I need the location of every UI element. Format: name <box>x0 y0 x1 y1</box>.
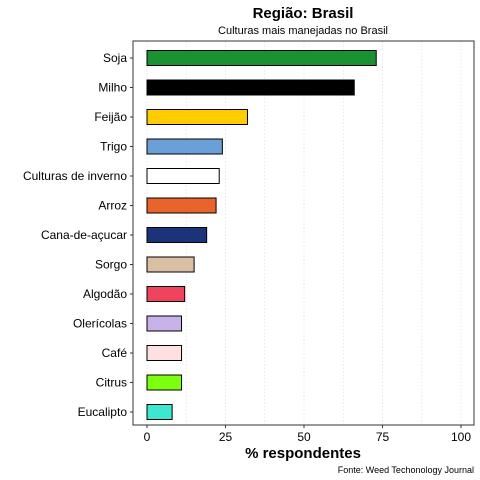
bar-5 <box>146 197 217 214</box>
x-tick-label: 75 <box>376 430 390 444</box>
x-tick-label: 50 <box>297 430 311 444</box>
category-label: Feijão <box>94 110 127 124</box>
category-label: Eucalipto <box>78 405 128 419</box>
x-axis-title: % respondentes <box>245 445 361 462</box>
bar-0 <box>146 50 377 66</box>
bars <box>146 50 377 420</box>
bar-3 <box>146 138 223 155</box>
x-tick-label: 25 <box>219 430 233 444</box>
bar-12 <box>146 404 173 420</box>
category-label: Citrus <box>96 376 127 390</box>
category-label: Olerícolas <box>73 317 127 331</box>
category-label: Soja <box>103 51 127 65</box>
category-label: Algodão <box>83 287 127 301</box>
category-label: Milho <box>98 81 127 95</box>
x-axis-ticks: 0 25 50 75 100 <box>144 425 471 444</box>
category-label: Cana-de-açucar <box>41 228 127 242</box>
category-label: Sorgo <box>95 258 127 272</box>
bar-9 <box>146 315 183 332</box>
bar-11 <box>146 374 183 391</box>
category-labels: Soja Milho Feijão Trigo Culturas de inverno A… <box>23 51 133 419</box>
x-tick-label: 0 <box>144 430 151 444</box>
chart-caption: Fonte: Weed Techonology Journal <box>338 465 474 475</box>
category-label: Café <box>102 346 128 360</box>
bar-4 <box>146 168 220 184</box>
grid-lines <box>146 42 462 424</box>
bar-8 <box>146 286 186 302</box>
category-label: Arroz <box>98 199 127 213</box>
chart-subtitle: Culturas mais manejadas no Brasil <box>218 25 388 37</box>
bar-6 <box>146 227 208 243</box>
bar-2 <box>146 109 248 125</box>
category-label: Culturas de inverno <box>23 169 127 183</box>
bar-7 <box>146 256 195 273</box>
bar-10 <box>146 345 183 361</box>
chart-title: Região: Brasil <box>253 5 354 22</box>
category-label: Trigo <box>100 140 127 154</box>
x-tick-label: 100 <box>451 430 471 444</box>
bar-1 <box>146 79 355 96</box>
